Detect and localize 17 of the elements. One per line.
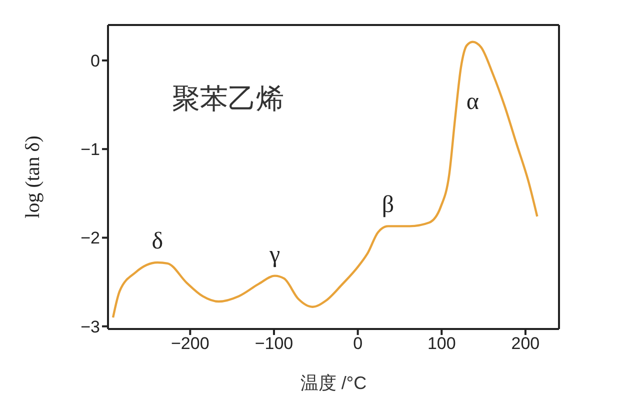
y-axis-title: log (tan δ) — [22, 136, 44, 218]
x-tick-label: 200 — [511, 334, 540, 354]
y-tick-label: 0 — [90, 51, 100, 70]
annotation: γ — [268, 242, 281, 268]
annotation: δ — [152, 228, 164, 255]
y-tick-label: −3 — [80, 317, 100, 336]
y-tick-label: −2 — [80, 228, 100, 248]
y-tick-label: −1 — [80, 140, 100, 160]
x-tick-label: −100 — [254, 334, 294, 354]
annotation: α — [466, 88, 480, 115]
x-tick-label: 0 — [353, 334, 363, 354]
annotation: β — [382, 192, 394, 218]
text: 聚苯乙烯 — [172, 81, 284, 117]
x-axis-title: 温度 /°C — [300, 373, 367, 393]
x-tick-label: −200 — [171, 334, 210, 354]
x-tick-label: 100 — [427, 334, 456, 354]
line-series — [112, 40, 538, 319]
